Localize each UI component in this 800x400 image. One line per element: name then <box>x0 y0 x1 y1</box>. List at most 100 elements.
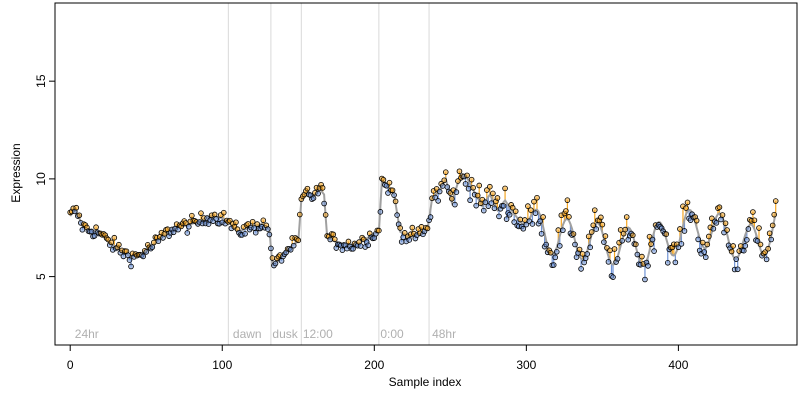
data-point <box>322 212 329 218</box>
data-point <box>584 251 590 257</box>
data-point <box>327 236 334 243</box>
data-point <box>392 198 399 205</box>
data-point <box>296 211 303 218</box>
y-tick-label: 15 <box>34 74 48 88</box>
data-point <box>587 244 594 251</box>
data-point <box>394 212 400 218</box>
data-point <box>704 241 711 248</box>
data-point <box>566 214 572 220</box>
data-point <box>719 212 726 218</box>
data-point <box>724 227 730 233</box>
data-point <box>506 211 513 218</box>
data-point <box>465 185 472 192</box>
data-point <box>532 210 539 216</box>
data-point <box>503 216 510 222</box>
phase-label: 24hr <box>75 327 99 341</box>
data-point <box>474 192 481 199</box>
data-point <box>610 274 616 280</box>
data-point <box>245 221 251 227</box>
data-point <box>406 237 413 243</box>
data-point <box>672 259 679 266</box>
data-point <box>464 172 470 179</box>
data-point <box>233 219 239 226</box>
data-point <box>570 231 577 237</box>
data-point <box>754 238 761 244</box>
data-point <box>386 179 393 186</box>
data-point <box>511 219 517 225</box>
data-point <box>648 241 654 247</box>
data-point <box>439 183 446 189</box>
data-point <box>555 227 562 233</box>
data-point <box>252 229 259 236</box>
data-point <box>380 176 387 183</box>
data-point <box>591 207 598 213</box>
data-point <box>398 239 405 245</box>
data-point <box>350 246 356 252</box>
data-point <box>550 262 557 268</box>
data-point <box>149 244 156 250</box>
data-point <box>260 217 267 224</box>
data-point <box>578 266 584 272</box>
data-point <box>213 216 219 222</box>
data-point <box>622 226 628 233</box>
data-point <box>487 183 493 190</box>
data-point <box>684 199 691 206</box>
x-tick-label: 300 <box>516 358 536 372</box>
data-point <box>321 200 327 207</box>
phase-label: dusk <box>272 327 298 341</box>
data-point <box>502 185 508 192</box>
data-point <box>756 225 762 231</box>
data-point <box>531 198 537 205</box>
data-point <box>645 263 651 269</box>
data-point <box>734 266 741 273</box>
x-tick-label: 0 <box>67 358 74 372</box>
data-point <box>677 226 683 232</box>
data-point <box>512 208 519 215</box>
data-point <box>490 190 496 197</box>
data-point <box>484 187 490 193</box>
y-tick-label: 10 <box>34 172 48 186</box>
data-point <box>491 205 498 212</box>
data-point <box>287 246 294 253</box>
data-point <box>614 255 621 262</box>
data-point <box>728 248 735 255</box>
data-point <box>769 222 776 229</box>
data-point <box>120 253 127 260</box>
data-point <box>520 225 527 232</box>
data-point <box>116 241 122 248</box>
data-point <box>494 195 501 201</box>
data-point <box>701 249 708 255</box>
phase-label: dawn <box>233 327 262 341</box>
data-point <box>710 225 717 232</box>
data-point <box>528 207 534 213</box>
data-point <box>220 209 227 216</box>
data-point <box>523 221 530 228</box>
data-point <box>757 241 764 248</box>
data-point <box>663 231 670 237</box>
data-point <box>751 217 758 224</box>
data-point <box>330 231 337 238</box>
data-point <box>339 247 346 253</box>
data-point <box>151 239 157 246</box>
data-point <box>651 248 657 254</box>
data-point <box>184 230 191 236</box>
data-point <box>249 218 256 225</box>
data-point <box>639 253 645 260</box>
data-point <box>198 210 204 216</box>
data-point <box>331 236 338 243</box>
data-point <box>391 192 397 198</box>
data-point <box>611 246 618 252</box>
data-point <box>598 214 604 221</box>
data-point <box>633 241 639 248</box>
data-point <box>453 189 460 195</box>
data-point <box>605 259 612 265</box>
y-axis-label: Expression <box>9 143 23 202</box>
data-point <box>496 213 502 220</box>
data-point <box>304 185 311 192</box>
data-point <box>357 243 364 249</box>
data-point <box>517 216 524 223</box>
data-point <box>442 169 449 175</box>
data-point <box>467 197 473 204</box>
data-point <box>683 205 689 211</box>
